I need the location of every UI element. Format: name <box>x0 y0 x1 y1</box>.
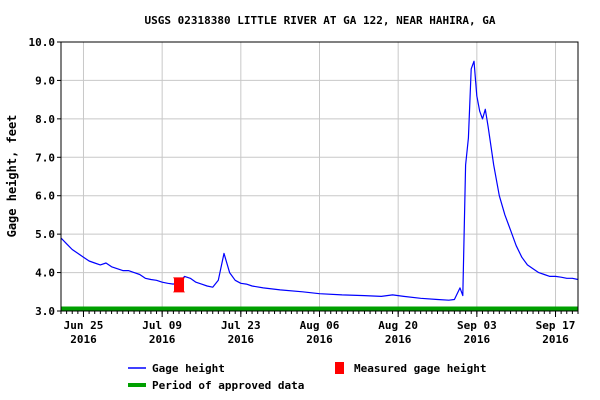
x-tick-year: 2016 <box>149 333 176 346</box>
series-group <box>60 60 579 301</box>
grid <box>61 42 578 311</box>
y-axis-label: Gage height, feet <box>5 115 19 238</box>
legend-label: Period of approved data <box>152 379 304 392</box>
y-axis: 3.0 4.0 5.0 6.0 7.0 8.0 9.0 10.0 <box>29 36 61 318</box>
x-tick-year: 2016 <box>306 333 333 346</box>
x-tick-label: Sep 17 <box>536 319 576 332</box>
y-tick-label: 10.0 <box>29 36 56 49</box>
y-tick-label: 6.0 <box>35 190 55 203</box>
legend-label: Gage height <box>152 362 225 375</box>
chart-title: USGS 02318380 LITTLE RIVER AT GA 122, NE… <box>145 14 496 27</box>
x-tick-label: Jun 25 <box>64 319 104 332</box>
x-tick-year: 2016 <box>464 333 491 346</box>
measured-gage-marker-body <box>174 277 185 292</box>
y-tick-label: 3.0 <box>35 305 55 318</box>
x-tick-year: 2016 <box>542 333 569 346</box>
legend: Gage height Measured gage height Period of… <box>128 362 486 392</box>
x-tick-label: Jul 23 <box>221 319 261 332</box>
x-tick-label: Sep 03 <box>457 319 497 332</box>
legend-label: Measured gage height <box>354 362 486 375</box>
y-tick-label: 9.0 <box>35 74 55 87</box>
legend-swatch-measured <box>335 362 344 374</box>
gage-height-line <box>60 60 579 301</box>
x-tick-year: 2016 <box>385 333 412 346</box>
y-tick-label: 4.0 <box>35 267 55 280</box>
x-tick-label: Aug 06 <box>300 319 340 332</box>
x-tick-label: Jul 09 <box>142 319 182 332</box>
y-tick-label: 8.0 <box>35 113 55 126</box>
y-tick-label: 7.0 <box>35 151 55 164</box>
y-tick-label: 5.0 <box>35 228 55 241</box>
x-tick-year: 2016 <box>228 333 255 346</box>
x-tick-year: 2016 <box>70 333 97 346</box>
x-tick-label: Aug 20 <box>378 319 418 332</box>
